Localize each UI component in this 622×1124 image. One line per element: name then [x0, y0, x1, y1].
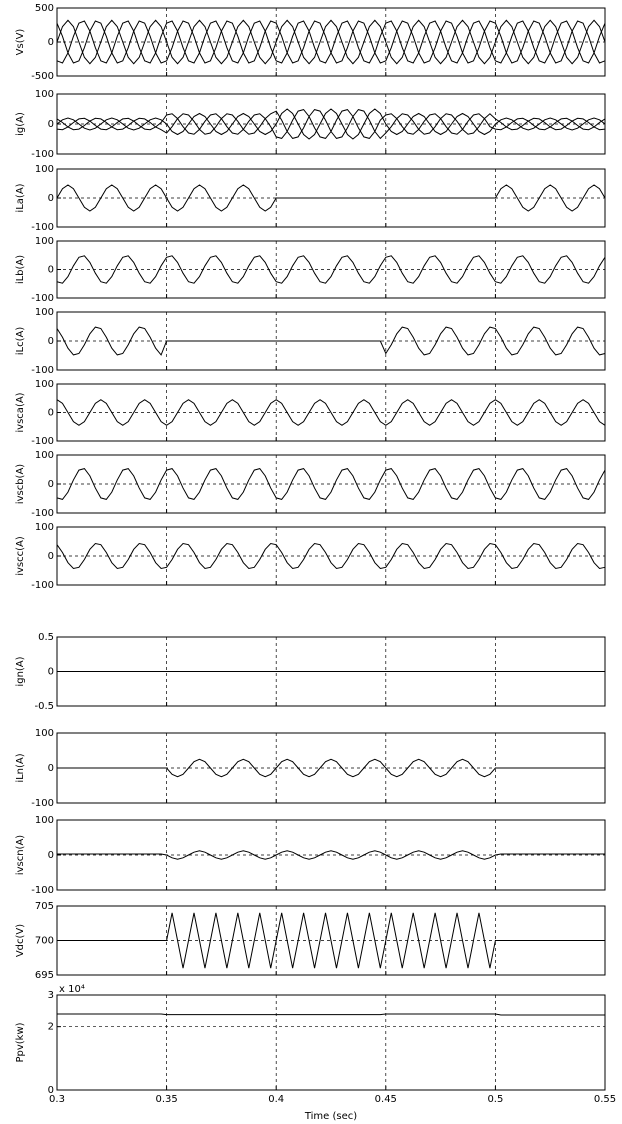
y-tick-label: 0 [48, 763, 54, 774]
y-tick-label: -100 [31, 798, 54, 809]
y-tick-label: 100 [35, 164, 54, 175]
y-tick-label: -100 [31, 885, 54, 896]
panel-frame [56, 994, 606, 1091]
y-tick-label: -100 [31, 436, 54, 447]
x-axis-label: Time (sec) [304, 1111, 357, 1122]
y-tick-label: 0 [48, 551, 54, 562]
y-tick-label: 700 [35, 936, 54, 947]
y-tick-label: 0 [48, 193, 54, 204]
trace [56, 542, 606, 570]
y-tick-label: 100 [35, 728, 54, 739]
x-tick-label: 0.55 [594, 1094, 616, 1105]
trace [56, 255, 606, 284]
panel-background [57, 527, 605, 585]
panel-background [57, 8, 605, 76]
y-tick-label: -100 [31, 293, 54, 304]
y-tick-label: 695 [35, 970, 54, 981]
trace [57, 912, 605, 969]
panel-background [57, 241, 605, 298]
y-tick-label: 0 [48, 850, 54, 861]
panel-background [57, 455, 605, 513]
y-tick-label: -100 [31, 222, 54, 233]
y-tick-label: 3 [48, 990, 54, 1001]
y-tick-label: -500 [31, 71, 54, 82]
y-tick-label: 100 [35, 379, 54, 390]
x-tick-label: 0.5 [487, 1094, 503, 1105]
x-tick-label: 0.35 [155, 1094, 177, 1105]
y-axis-label: iLa(A) [15, 183, 26, 212]
y-axis-label: ivsca(A) [15, 392, 26, 432]
y-axis-label: Ppv(kw) [15, 1022, 26, 1062]
y-tick-label: -100 [31, 580, 54, 591]
y-tick-label: -100 [31, 508, 54, 519]
trace [56, 326, 606, 356]
y-tick-label: 100 [35, 307, 54, 318]
x-tick-label: 0.3 [49, 1094, 65, 1105]
trace [56, 109, 606, 140]
y-axis-label: iLb(A) [15, 255, 26, 284]
panel-background [57, 820, 605, 890]
y-tick-label: 100 [35, 450, 54, 461]
y-tick-label: 0.5 [38, 632, 54, 643]
y-axis-label: ivscb(A) [15, 464, 26, 504]
y-tick-label: 0 [48, 119, 54, 130]
y-tick-label: 100 [35, 89, 54, 100]
y-axis-label: ign(A) [15, 656, 26, 686]
y-tick-label: 100 [35, 815, 54, 826]
y-axis-label: iLc(A) [15, 327, 26, 356]
y-tick-label: 0 [48, 479, 54, 490]
y-tick-label: 100 [35, 236, 54, 247]
trace [57, 1013, 605, 1016]
trace [56, 184, 606, 212]
y-axis-label: ivscn(A) [15, 835, 26, 875]
scale-label: x 10⁴ [59, 984, 85, 995]
y-tick-label: 0 [48, 265, 54, 276]
trace [56, 399, 606, 426]
trace [56, 468, 606, 500]
y-tick-label: 0 [48, 336, 54, 347]
y-tick-label: 500 [35, 3, 54, 14]
y-tick-label: 2 [48, 1022, 54, 1033]
y-tick-label: 0 [48, 667, 54, 678]
y-axis-label: iLn(A) [15, 753, 26, 782]
y-tick-label: 705 [35, 901, 54, 912]
y-tick-label: -100 [31, 365, 54, 376]
x-tick-label: 0.45 [375, 1094, 397, 1105]
panel-background [57, 995, 605, 1090]
y-axis-label: Vdc(V) [15, 924, 26, 957]
trace [56, 20, 606, 64]
y-axis-label: ig(A) [15, 112, 26, 136]
y-tick-label: 0 [48, 37, 54, 48]
trace [57, 850, 605, 860]
y-axis-label: ivscc(A) [15, 536, 26, 576]
y-tick-label: 0 [48, 1085, 54, 1096]
y-tick-label: -0.5 [34, 701, 54, 712]
y-axis-label: Vs(V) [15, 29, 26, 56]
y-tick-label: 100 [35, 522, 54, 533]
panel-background [57, 94, 605, 154]
trace [57, 758, 605, 778]
y-tick-label: 0 [48, 408, 54, 419]
x-tick-label: 0.4 [268, 1094, 284, 1105]
y-tick-label: -100 [31, 149, 54, 160]
